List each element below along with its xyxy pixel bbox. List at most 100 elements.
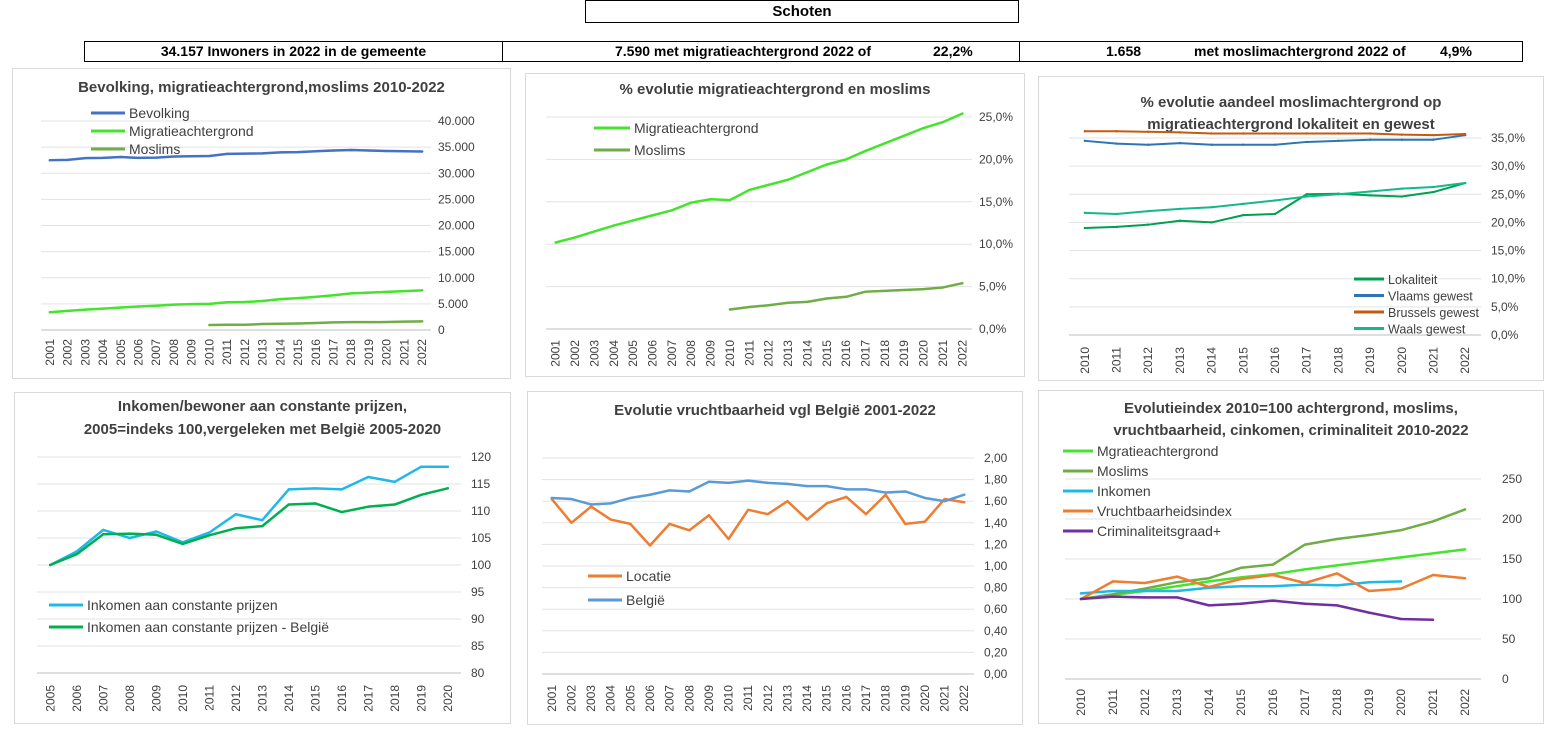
y-tick-label: 105 <box>471 531 491 545</box>
x-tick-label: 2017 <box>859 340 873 367</box>
data-point <box>884 491 887 494</box>
data-point <box>844 158 848 161</box>
data-point <box>1463 577 1467 580</box>
x-tick-label: 2001 <box>549 340 563 367</box>
legend-label: Moslims <box>129 141 180 157</box>
data-point <box>1178 219 1182 222</box>
series-line <box>550 493 966 547</box>
data-point <box>367 291 371 294</box>
x-tick-label: 2002 <box>61 339 75 366</box>
data-point <box>367 320 371 324</box>
data-point <box>1111 580 1115 583</box>
data-point <box>155 530 158 533</box>
data-point <box>261 322 264 326</box>
data-point <box>243 152 247 155</box>
data-point <box>554 241 557 244</box>
legend-label: Brussels gewest <box>1388 306 1480 320</box>
data-point <box>707 480 711 483</box>
data-point <box>350 292 353 295</box>
chart-svg: 0,00 0,20 0,40 0,60 0,80 1,00 1,20 1,40 1,60 1,80… <box>542 451 1008 712</box>
x-tick-label: 2008 <box>167 339 181 366</box>
data-point <box>746 508 750 512</box>
y-tick-label: 1,80 <box>984 473 1008 487</box>
data-point <box>128 536 131 540</box>
data-point <box>805 484 809 488</box>
x-tick-label: 2011 <box>220 339 234 365</box>
data-point <box>1368 190 1372 193</box>
y-tick-label: 20.000 <box>438 219 475 233</box>
data-point <box>923 520 927 523</box>
data-point <box>629 522 632 526</box>
y-tick-label: 0,0% <box>1491 328 1519 342</box>
data-point <box>845 495 848 499</box>
data-point <box>446 465 449 468</box>
data-point <box>1337 132 1340 135</box>
x-tick-label: 2015 <box>1236 347 1250 374</box>
data-point <box>1115 142 1118 145</box>
data-point <box>786 500 789 503</box>
data-point <box>1271 563 1275 566</box>
data-point <box>420 320 424 323</box>
x-tick-label: 2013 <box>1170 689 1184 716</box>
data-point <box>1143 581 1147 585</box>
data-point <box>727 537 730 541</box>
x-tick-label: 2005 <box>626 340 640 367</box>
chart-evolution-index: Evolutieindex 2010=100 achtergrond, mosl… <box>1038 390 1544 724</box>
data-point <box>1079 592 1083 595</box>
legend-label: Migratieachtergrond <box>634 120 759 136</box>
data-point <box>314 321 317 325</box>
x-tick-label: 2018 <box>1330 689 1344 716</box>
data-point <box>1367 611 1371 614</box>
x-tick-label: 2016 <box>1268 347 1282 374</box>
y-tick-label: 150 <box>1502 552 1522 566</box>
data-point <box>728 198 732 202</box>
data-point <box>961 282 964 285</box>
data-point <box>1239 602 1243 605</box>
data-point <box>225 323 229 326</box>
data-point <box>1367 560 1371 563</box>
x-tick-label: 2020 <box>1394 689 1408 716</box>
data-point <box>1463 181 1467 185</box>
y-tick-label: 35.000 <box>438 140 475 154</box>
data-point <box>1083 226 1087 230</box>
y-tick-label: 110 <box>471 504 490 518</box>
data-point <box>1367 589 1371 593</box>
y-tick-label: 95 <box>471 585 485 599</box>
y-tick-label: 0,80 <box>984 581 1008 595</box>
x-tick-label: 2009 <box>185 339 199 366</box>
series-line <box>49 487 449 567</box>
data-point <box>1335 604 1339 607</box>
x-tick-label: 2019 <box>362 339 376 366</box>
data-point <box>1305 195 1308 198</box>
data-point <box>1147 209 1150 213</box>
data-point <box>420 493 423 496</box>
data-point <box>287 488 290 491</box>
data-point <box>609 502 612 505</box>
x-tick-label: 2003 <box>584 685 598 712</box>
data-point <box>962 493 966 496</box>
data-point <box>314 502 317 505</box>
data-point <box>1368 132 1372 135</box>
muslim-pct: 4,9% <box>1440 43 1472 59</box>
x-tick-label: 2005 <box>43 685 57 712</box>
x-tick-label: 2006 <box>643 685 657 712</box>
x-tick-label: 2022 <box>957 685 971 712</box>
chart-svg: 0 50 100 150 200 250 2010 2011 2012 2013 2014 2015 2… <box>1063 443 1522 716</box>
data-point <box>225 301 229 304</box>
data-point <box>612 224 615 227</box>
data-point <box>570 497 573 501</box>
data-point <box>1210 221 1213 224</box>
y-tick-label: 115 <box>471 477 490 491</box>
data-point <box>1207 577 1211 580</box>
muslim-cell: 1.658 met moslimachtergrond 2022 of 4,9% <box>1020 42 1522 61</box>
data-point <box>332 294 335 297</box>
data-point <box>403 289 406 293</box>
data-point <box>190 302 193 306</box>
y-tick-label: 20,0% <box>1491 215 1525 229</box>
data-point <box>883 289 887 293</box>
data-point <box>420 150 424 153</box>
data-point <box>314 487 317 490</box>
y-tick-label: 100 <box>1502 592 1522 606</box>
data-point <box>208 531 211 534</box>
y-tick-label: 0 <box>1502 672 1509 686</box>
